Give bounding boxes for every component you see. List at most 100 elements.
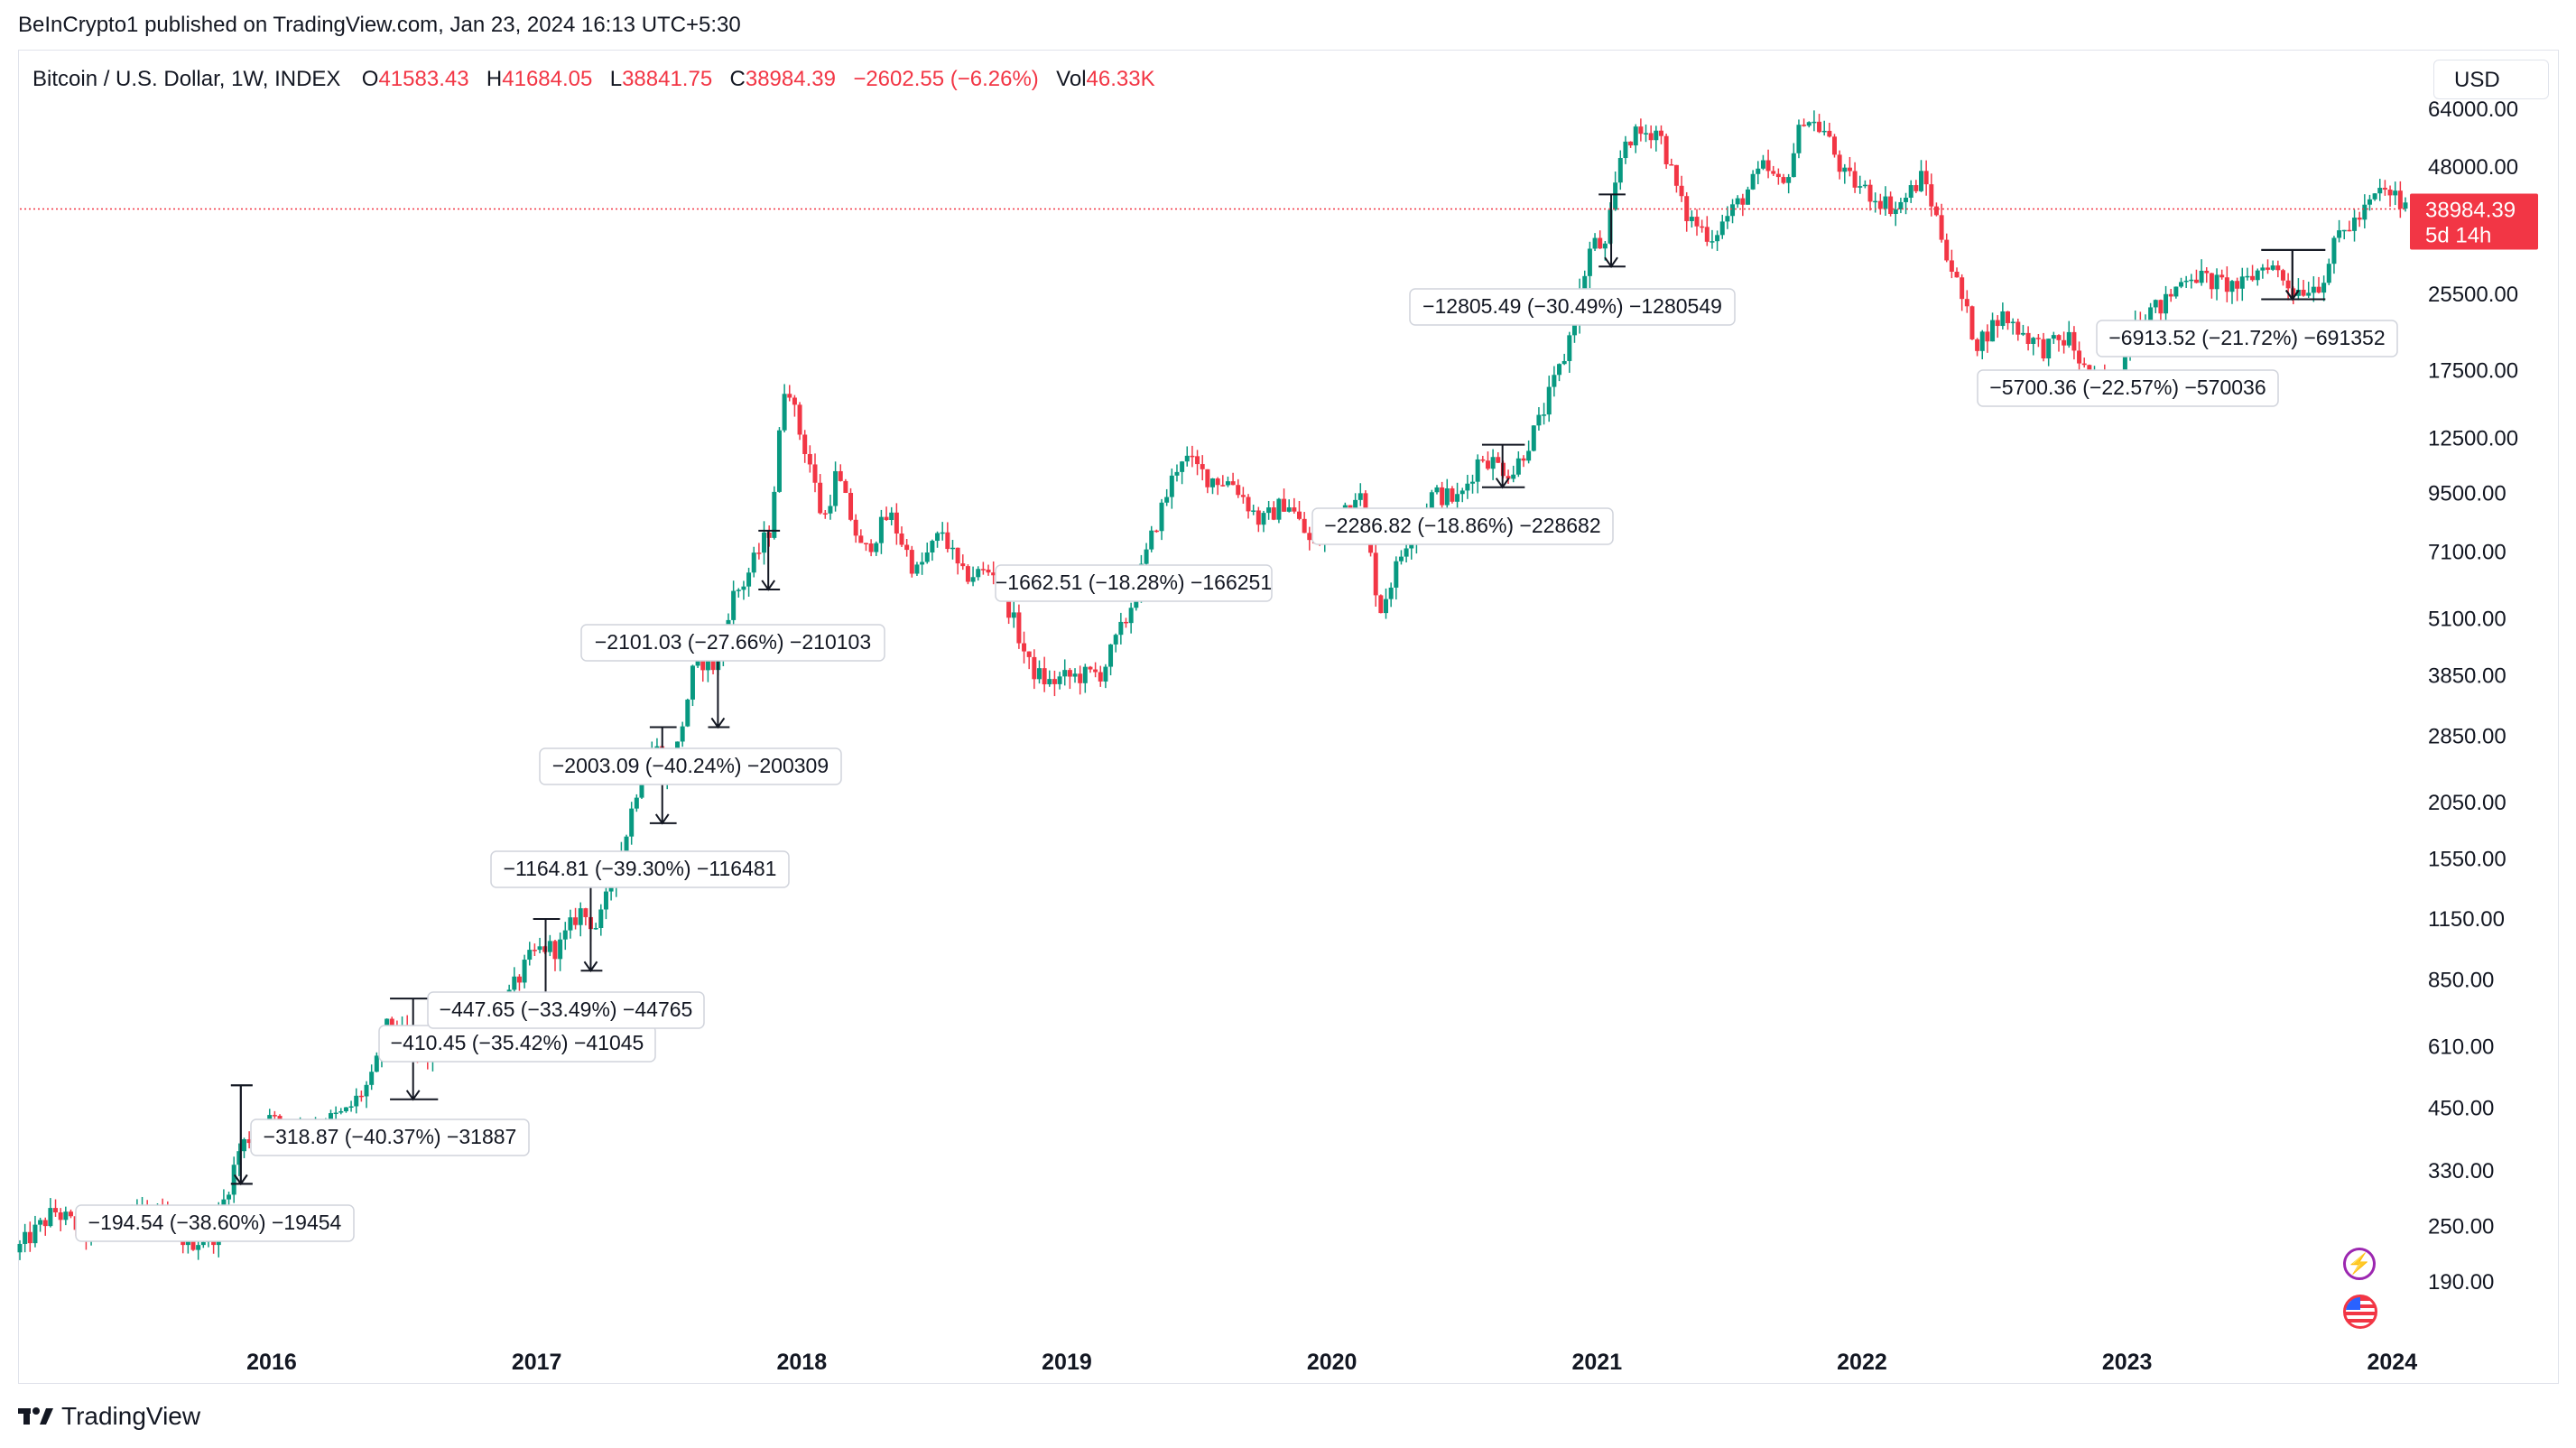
x-tick-label: 2021: [1572, 1350, 1623, 1375]
candle: [1440, 481, 1445, 509]
candle-body: [1694, 217, 1700, 227]
candle-body: [1979, 331, 1985, 351]
lightning-icon[interactable]: ⚡: [2343, 1248, 2376, 1280]
candle-body: [1526, 450, 1532, 461]
candle-body: [1806, 122, 1812, 126]
candle-body: [364, 1084, 369, 1097]
candle-body: [2168, 293, 2173, 297]
candle-body: [1047, 679, 1052, 685]
price-tag-bg: [2410, 193, 2538, 250]
candle-body: [1220, 485, 1226, 487]
candle: [1052, 670, 1057, 697]
candle: [2295, 278, 2301, 301]
candle: [23, 1223, 28, 1253]
candle: [1190, 445, 1195, 468]
drawdown-label-box: [2096, 320, 2398, 357]
candle-body: [1006, 586, 1012, 618]
drawdown-label: −318.87 (−40.37%) −31887: [264, 1125, 517, 1148]
candle-body: [1149, 530, 1154, 550]
candle-body: [1598, 237, 1603, 249]
candle: [547, 934, 552, 957]
candle-body: [807, 453, 812, 465]
drawdown-annotation: −318.87 (−40.37%) −31887: [230, 1084, 530, 1186]
candle-body: [1852, 171, 1858, 188]
candle: [1261, 510, 1266, 533]
y-tick-label: 1550.00: [2428, 847, 2507, 871]
candle: [878, 509, 884, 554]
candle: [924, 543, 930, 564]
currency-button[interactable]: USD: [2433, 60, 2549, 99]
candle: [1904, 192, 1909, 215]
candle-body: [1353, 499, 1358, 509]
candle: [1949, 249, 1954, 279]
candle: [358, 1091, 364, 1102]
candle-body: [1975, 339, 1980, 351]
candle: [1159, 498, 1164, 541]
candle-body: [1154, 530, 1159, 533]
candle-body: [2250, 275, 2256, 281]
candle: [2239, 267, 2245, 302]
candle-body: [2341, 229, 2347, 232]
candle: [1154, 529, 1159, 534]
candle: [1765, 149, 1771, 179]
candle: [1821, 120, 1827, 136]
candle-body: [874, 543, 879, 552]
candle-body: [1357, 493, 1363, 500]
candle: [685, 698, 690, 728]
candle: [1796, 119, 1802, 159]
us-flag-icon[interactable]: [2343, 1295, 2377, 1329]
candle: [1756, 161, 1761, 185]
candle: [17, 1239, 23, 1260]
candle-body: [1388, 587, 1394, 599]
drawdown-arrow-head: [1604, 256, 1618, 268]
candle: [1827, 122, 1832, 138]
candle: [1847, 156, 1852, 177]
candle-body: [1862, 184, 1867, 187]
candle: [573, 907, 579, 930]
candle: [2331, 236, 2337, 274]
candle-body: [1266, 507, 1272, 514]
candle: [930, 539, 935, 562]
candle-body: [1827, 130, 1832, 137]
candle-body: [690, 665, 695, 700]
candle-body: [2397, 190, 2403, 209]
chart-frame: [18, 50, 2559, 1384]
candle-body: [833, 470, 839, 506]
candle-body: [1515, 458, 1521, 475]
drawdown-label-box: [1311, 507, 1614, 545]
candle: [2235, 277, 2240, 302]
candle: [1286, 499, 1292, 513]
candle: [1292, 497, 1297, 514]
candle: [1658, 125, 1663, 144]
candle-body: [272, 1115, 277, 1117]
candle-body: [2347, 229, 2352, 232]
candle: [1210, 478, 1215, 495]
candle-body: [1026, 651, 1032, 657]
candle: [1240, 487, 1246, 504]
candle: [1098, 665, 1103, 687]
candle-body: [1960, 277, 1965, 300]
candle: [1088, 665, 1093, 673]
candle: [1802, 118, 1807, 127]
candle: [797, 402, 802, 441]
candle-body: [1802, 125, 1807, 126]
candle-body: [629, 808, 635, 837]
candle-body: [1939, 215, 1944, 240]
candle-body: [1561, 360, 1567, 365]
candle-body: [843, 480, 848, 494]
candle-body: [639, 775, 644, 798]
x-tick-label: 2022: [1837, 1350, 1887, 1375]
candle: [1225, 476, 1230, 487]
candle-body: [858, 535, 864, 543]
candle: [1490, 449, 1496, 480]
candle: [1944, 233, 1950, 263]
candle-body: [200, 1241, 206, 1246]
tradingview-branding[interactable]: TradingView: [18, 1402, 200, 1431]
candle: [1781, 173, 1786, 185]
candle-body: [32, 1224, 38, 1244]
candle-body: [2219, 274, 2225, 278]
candle-body: [593, 927, 598, 930]
candle: [787, 385, 792, 402]
candle: [1485, 451, 1490, 470]
